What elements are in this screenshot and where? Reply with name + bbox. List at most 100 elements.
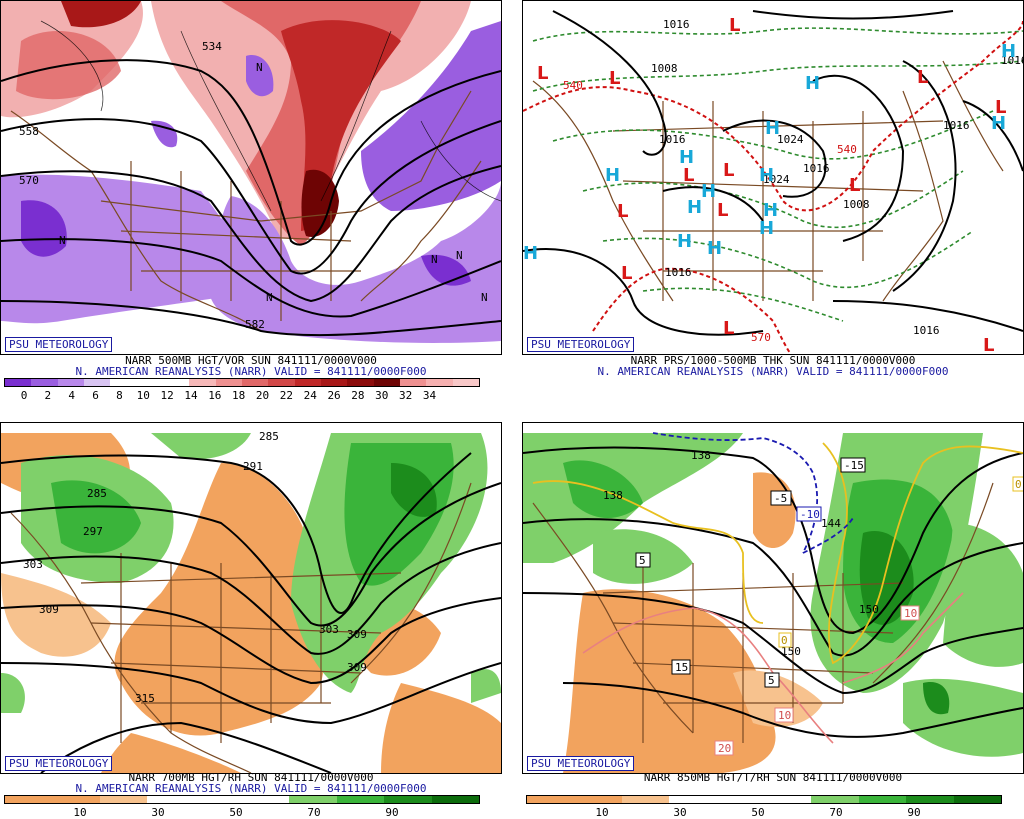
svg-text:L: L [729, 15, 740, 36]
scale-swatch [5, 379, 32, 386]
vorticity-field: 534 570 558 582 N N N N N N [1, 1, 501, 354]
scale-swatch [52, 796, 100, 803]
svg-text:L: L [717, 200, 728, 221]
contour-label: 309 [347, 661, 367, 674]
contour-label: 150 [781, 645, 801, 658]
scale-tick-label: 14 [184, 389, 198, 402]
svg-text:N: N [266, 291, 273, 304]
map-850mb: 138 138 144 150 150 -15 -10 -5 5 15 5 10… [522, 422, 1024, 774]
scale-tick-label: 8 [116, 389, 123, 402]
scale-swatch [57, 379, 84, 386]
panel-title: NARR PRS/1000-500MB THK SUN 841111/0000V… [630, 354, 916, 367]
svg-text:H: H [701, 181, 716, 202]
temp-label: -5 [770, 490, 792, 506]
scale-swatch [189, 379, 216, 386]
svg-text:N: N [256, 61, 263, 74]
svg-text:L: L [983, 335, 994, 354]
scale-tick-label: 24 [303, 389, 317, 402]
temp-label: 5 [635, 552, 651, 568]
scale-tick-label: 10 [595, 806, 609, 819]
contour-label: 582 [245, 318, 265, 331]
temp-label: 10 [900, 605, 920, 621]
svg-text:N: N [59, 234, 66, 247]
temp-label: 15 [671, 659, 691, 675]
thickness-label: 570 [751, 331, 771, 344]
scale-tick-label: 12 [160, 389, 174, 402]
contour-label: 570 [19, 174, 39, 187]
svg-text:L: L [917, 67, 928, 88]
panel-500mb-vorticity: 534 570 558 582 N N N N N N PSU METEOROLOGY N… [0, 0, 502, 405]
contour-label: 303 [319, 623, 339, 636]
psu-meteorology-badge: PSU METEOROLOGY [527, 756, 635, 771]
contour-label: 138 [603, 489, 623, 502]
panel-valid-line: N. AMERICAN REANALYSIS (NARR) VALID = 84… [75, 365, 427, 378]
scale-tick-label: 70 [829, 806, 843, 819]
scale-tick-label: 10 [73, 806, 87, 819]
svg-text:H: H [687, 197, 702, 218]
map-500mb: 534 570 558 582 N N N N N N PSU METEOROLOGY [0, 0, 502, 355]
temp-label: -15 [840, 457, 866, 473]
svg-text:H: H [805, 73, 820, 94]
rh-scale-ticks: 10 30 50 70 90 [526, 806, 1002, 819]
scale-tick-label: 22 [279, 389, 293, 402]
contour-label: 309 [347, 628, 367, 641]
isobar-label: 1016 [659, 133, 686, 146]
scale-tick-label: 50 [229, 806, 243, 819]
rh-scale-ticks: 10 30 50 70 90 [4, 806, 480, 819]
scale-swatch [716, 796, 765, 803]
svg-text:H: H [677, 231, 692, 252]
panel-title: NARR 850MB HGT/T/RH SUN 841111/0000V000 [643, 771, 903, 784]
scale-swatch [294, 379, 321, 386]
svg-text:0: 0 [781, 634, 788, 647]
svg-text:0: 0 [1015, 478, 1022, 491]
svg-text:20: 20 [718, 742, 731, 755]
psu-meteorology-badge: PSU METEOROLOGY [527, 337, 635, 352]
rh-field: 285 291 285 297 303 309 309 303 309 315 [1, 423, 501, 773]
temp-label: -10 [796, 506, 822, 522]
svg-text:L: L [683, 165, 694, 186]
scale-tick-label: 2 [44, 389, 52, 402]
scale-swatch [268, 379, 295, 386]
contour-label: 285 [87, 487, 107, 500]
scale-swatch [431, 796, 480, 803]
isobar-label: 1016 [1001, 54, 1023, 67]
contour-label: 534 [202, 40, 222, 53]
contour-label: 138 [691, 449, 711, 462]
temp-label: 5 [764, 672, 780, 688]
isobar-label: 1016 [663, 18, 690, 31]
svg-text:10: 10 [778, 709, 791, 722]
svg-text:L: L [617, 201, 628, 222]
contour-label: 303 [23, 558, 43, 571]
rh-color-scale [4, 795, 480, 804]
panel-valid-line: N. AMERICAN REANALYSIS (NARR) VALID = 84… [75, 782, 427, 795]
svg-text:5: 5 [639, 554, 646, 567]
map-pressure: 1016 1008 1016 1024 1016 1024 1016 1016 … [522, 0, 1024, 355]
scale-tick-label: 50 [751, 806, 765, 819]
svg-text:N: N [431, 253, 438, 266]
svg-text:H: H [765, 118, 780, 139]
svg-text:N: N [481, 291, 488, 304]
scale-swatch [136, 379, 163, 386]
thickness-label: 540 [837, 143, 857, 156]
high-pressure-centers: HHH HHH H HH H HH HH [523, 41, 1016, 264]
svg-text:L: L [723, 160, 734, 181]
svg-text:H: H [605, 165, 620, 186]
scale-swatch [574, 796, 622, 803]
isobar-label: 1024 [763, 173, 790, 186]
scale-tick-label: 0 [20, 389, 28, 402]
contour-label: 144 [821, 517, 841, 530]
low-pressure-centers: L LL L LL LLL LLL L [537, 15, 1006, 354]
scale-swatch [527, 796, 575, 803]
temp-rh-field: 138 138 144 150 150 -15 -10 -5 5 15 5 10… [523, 423, 1023, 773]
vorticity-color-scale [4, 378, 480, 387]
isobar-label: 1008 [651, 62, 678, 75]
scale-tick-label: 10 [136, 389, 150, 402]
panel-700mb-rh: 285 291 285 297 303 309 309 303 309 315 … [0, 422, 502, 819]
svg-text:H: H [1001, 41, 1016, 62]
contour-label: 309 [39, 603, 59, 616]
isobar-label: 1016 [803, 162, 830, 175]
svg-text:L: L [849, 175, 860, 196]
svg-text:15: 15 [675, 661, 688, 674]
map-700mb: 285 291 285 297 303 309 309 303 309 315 … [0, 422, 502, 774]
psu-meteorology-badge: PSU METEOROLOGY [5, 756, 113, 771]
